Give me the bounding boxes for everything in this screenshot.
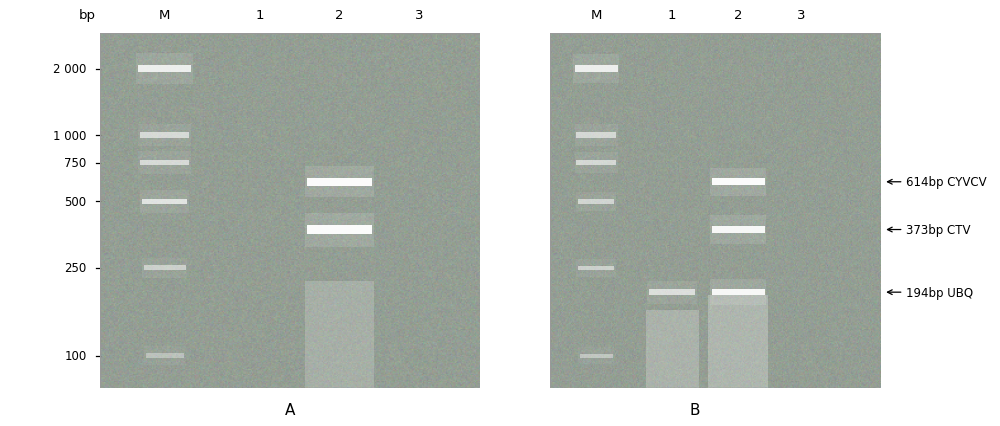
Bar (712, 227, 765, 233)
Text: 250: 250 (64, 262, 87, 275)
Bar (647, 281, 697, 304)
Bar (142, 258, 187, 278)
Bar (578, 199, 614, 204)
Bar (576, 192, 616, 212)
Bar (712, 179, 765, 186)
Bar (138, 124, 191, 147)
Bar (578, 266, 614, 271)
Bar (307, 226, 372, 234)
Bar (138, 66, 191, 73)
Bar (575, 153, 618, 174)
Bar (305, 167, 374, 198)
Text: 750: 750 (64, 157, 87, 170)
Bar (649, 290, 695, 295)
Text: 614bp CYVCV: 614bp CYVCV (887, 176, 987, 189)
Bar (146, 354, 184, 358)
Bar (580, 354, 613, 358)
Text: 2: 2 (734, 9, 742, 22)
Bar (144, 266, 186, 271)
Bar (307, 178, 372, 186)
Bar (578, 347, 614, 364)
Text: 2: 2 (335, 9, 344, 22)
Bar (646, 310, 698, 388)
Bar (710, 280, 766, 305)
Text: 194bp UBQ: 194bp UBQ (887, 286, 974, 299)
Text: 373bp CTV: 373bp CTV (887, 224, 971, 236)
Bar (144, 347, 186, 365)
Bar (575, 125, 618, 146)
Text: 2 000: 2 000 (53, 63, 87, 76)
Bar (305, 213, 374, 247)
Bar (710, 168, 766, 196)
Bar (576, 133, 616, 138)
Bar (708, 296, 768, 388)
Bar (305, 282, 374, 388)
Text: bp: bp (79, 9, 96, 22)
Bar (576, 161, 616, 166)
Bar (712, 289, 765, 296)
Bar (573, 55, 619, 83)
Text: 3: 3 (415, 9, 423, 22)
Text: 1 000: 1 000 (53, 129, 87, 142)
Text: M: M (591, 9, 602, 22)
Text: A: A (285, 403, 295, 417)
Text: M: M (159, 9, 170, 22)
Text: 1: 1 (668, 9, 676, 22)
Text: 500: 500 (65, 196, 87, 208)
Bar (140, 133, 189, 138)
Bar (710, 216, 766, 244)
Bar (140, 160, 189, 166)
Bar (136, 54, 193, 85)
Bar (138, 152, 191, 175)
Bar (142, 199, 187, 205)
Text: B: B (690, 403, 700, 417)
Bar (575, 66, 618, 73)
Bar (576, 259, 616, 277)
Bar (140, 191, 189, 213)
Text: 1: 1 (255, 9, 264, 22)
Text: 3: 3 (797, 9, 805, 22)
Text: 100: 100 (64, 349, 87, 363)
